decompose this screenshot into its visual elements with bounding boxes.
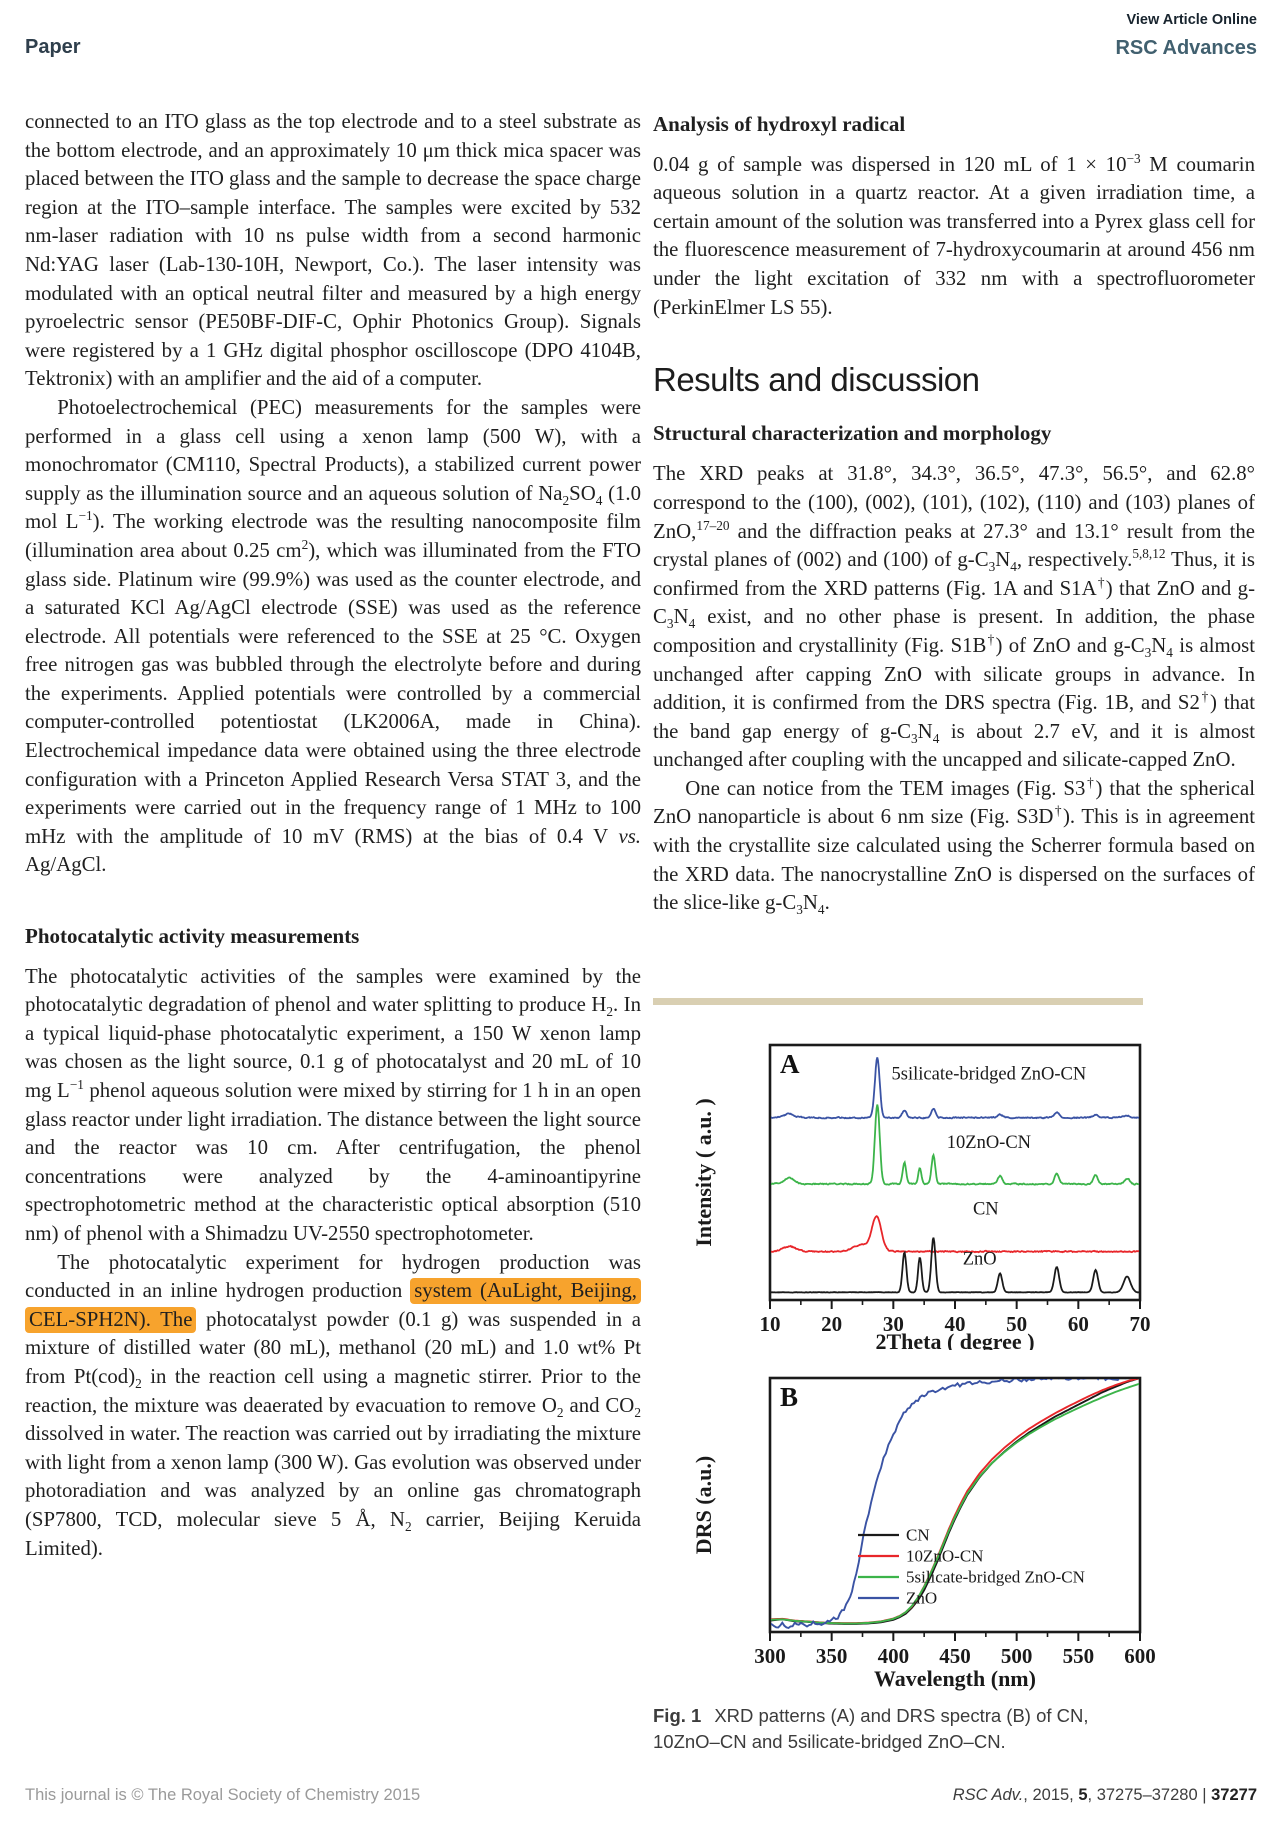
figure-1: 10 20 30 40 50 60 70 2Theta ( degree ) Intensity… bbox=[653, 998, 1255, 1755]
legend-label: CN bbox=[906, 1526, 930, 1545]
x-tick-label: 350 bbox=[816, 1644, 848, 1668]
x-tick-label: 60 bbox=[1068, 1312, 1089, 1336]
paragraph-text-post-highlight: photocatalyst powder (0.1 g) was suspend… bbox=[25, 1307, 641, 1560]
xrd-trace-ZnO bbox=[771, 1237, 1139, 1294]
xrd-patterns-chart: 10 20 30 40 50 60 70 2Theta ( degree ) Intensity… bbox=[691, 1043, 1151, 1350]
footer-pages: , 37275–37280 | bbox=[1087, 1786, 1212, 1804]
left-column: connected to an ITO glass as the top ele… bbox=[25, 108, 641, 1768]
view-article-online-link[interactable]: View Article Online bbox=[1126, 12, 1257, 28]
figure-caption-text: XRD patterns (A) and DRS spectra (B) of … bbox=[653, 1705, 1089, 1752]
heading-structural-characterization: Structural characterization and morpholo… bbox=[653, 420, 1052, 445]
xrd-trace-10ZnO-CN bbox=[771, 1104, 1139, 1186]
trace-label: ZnO bbox=[963, 1249, 997, 1269]
paragraph-hydrogen-production: The photocatalytic experiment for hydrog… bbox=[25, 1249, 641, 1564]
legend-label: 5silicate-bridged ZnO-CN bbox=[906, 1568, 1085, 1587]
y-axis-title: DRS (a.u.) bbox=[691, 1456, 716, 1554]
footer-journal-abbrev: RSC Adv. bbox=[952, 1786, 1024, 1804]
x-tick-label: 400 bbox=[878, 1644, 910, 1668]
x-tick-label: 500 bbox=[1001, 1644, 1033, 1668]
x-tick-label: 300 bbox=[754, 1644, 786, 1668]
x-tick-label: 20 bbox=[821, 1312, 842, 1336]
footer-volume: 5 bbox=[1078, 1786, 1088, 1804]
x-tick-label: 40 bbox=[945, 1312, 966, 1336]
footer-copyright: This journal is © The Royal Society of C… bbox=[25, 1786, 421, 1804]
paragraph-xrd-peaks: The XRD peaks at 31.8°, 34.3°, 36.5°, 47… bbox=[653, 462, 1255, 772]
x-tick-label: 10 bbox=[760, 1312, 781, 1336]
x-tick-label: 70 bbox=[1130, 1312, 1151, 1336]
heading-photocatalytic-activity: Photocatalytic activity measurements bbox=[25, 924, 360, 949]
drs-spectra-chart: 300 350 400 450 500 550 600 Wavelength (nm) DRS … bbox=[691, 1376, 1156, 1691]
figure-top-rule bbox=[653, 998, 1143, 1005]
heading-results-discussion: Results and discussion bbox=[653, 361, 980, 399]
x-tick-label: 50 bbox=[1006, 1312, 1027, 1336]
paragraph-text-pre-highlight: The photocatalytic experiment for hydrog… bbox=[25, 1250, 641, 1303]
trace-label: 5silicate-bridged ZnO-CN bbox=[892, 1065, 1087, 1085]
x-axis-title: 2Theta ( degree ) bbox=[875, 1329, 1034, 1350]
footer-page-number: 37277 bbox=[1211, 1786, 1257, 1804]
footer-citation: RSC Adv., 2015, 5, 37275–37280 | 37277 bbox=[953, 1786, 1257, 1805]
xrd-trace-CN bbox=[771, 1215, 1139, 1254]
paragraph-photocatalytic-activities: The photocatalytic activities of the sam… bbox=[25, 964, 641, 1245]
y-axis-title: Intensity ( a.u. ) bbox=[691, 1098, 716, 1247]
x-tick-label: 450 bbox=[939, 1644, 971, 1668]
trace-label: CN bbox=[973, 1200, 999, 1220]
x-tick-label: 30 bbox=[883, 1312, 904, 1336]
drs-curve-CN bbox=[771, 1379, 1139, 1625]
plot-box bbox=[768, 1376, 1142, 1634]
right-column: Analysis of hydroxyl radical 0.04 g of s… bbox=[653, 108, 1255, 1000]
legend-label: ZnO bbox=[906, 1589, 937, 1608]
panel-letter: A bbox=[780, 1049, 800, 1079]
x-tick-label: 600 bbox=[1124, 1644, 1156, 1668]
drs-curve-5silicate-bridged ZnO-CN bbox=[771, 1382, 1139, 1625]
xrd-trace-5silicate-bridged ZnO-CN bbox=[771, 1057, 1139, 1120]
header-right: View Article Online RSC Advances bbox=[1115, 12, 1257, 60]
paragraph-tem-images: One can notice from the TEM images (Fig.… bbox=[653, 774, 1255, 918]
legend-label: 10ZnO-CN bbox=[906, 1547, 983, 1566]
x-axis-title: Wavelength (nm) bbox=[874, 1666, 1036, 1691]
trace-label: 10ZnO-CN bbox=[947, 1133, 1031, 1153]
paragraph-laser-setup: connected to an ITO glass as the top ele… bbox=[25, 110, 641, 391]
paragraph-hydroxyl-analysis: 0.04 g of sample was dispersed in 120 mL… bbox=[653, 150, 1255, 319]
x-tick-label: 550 bbox=[1063, 1644, 1095, 1668]
footer-year: , 2015, bbox=[1023, 1786, 1079, 1804]
figure-caption-label: Fig. 1 bbox=[653, 1705, 702, 1726]
drs-curve-ZnO bbox=[771, 1379, 1133, 1630]
journal-name: RSC Advances bbox=[1115, 37, 1257, 59]
figure-caption: Fig. 1 XRD patterns (A) and DRS spectra (… bbox=[653, 1703, 1149, 1755]
page-section-label: Paper bbox=[25, 36, 81, 58]
heading-hydroxyl-radical: Analysis of hydroxyl radical bbox=[653, 112, 906, 136]
paragraph-pec-measurements: Photoelectrochemical (PEC) measurements … bbox=[25, 395, 641, 877]
panel-letter: B bbox=[780, 1382, 798, 1412]
